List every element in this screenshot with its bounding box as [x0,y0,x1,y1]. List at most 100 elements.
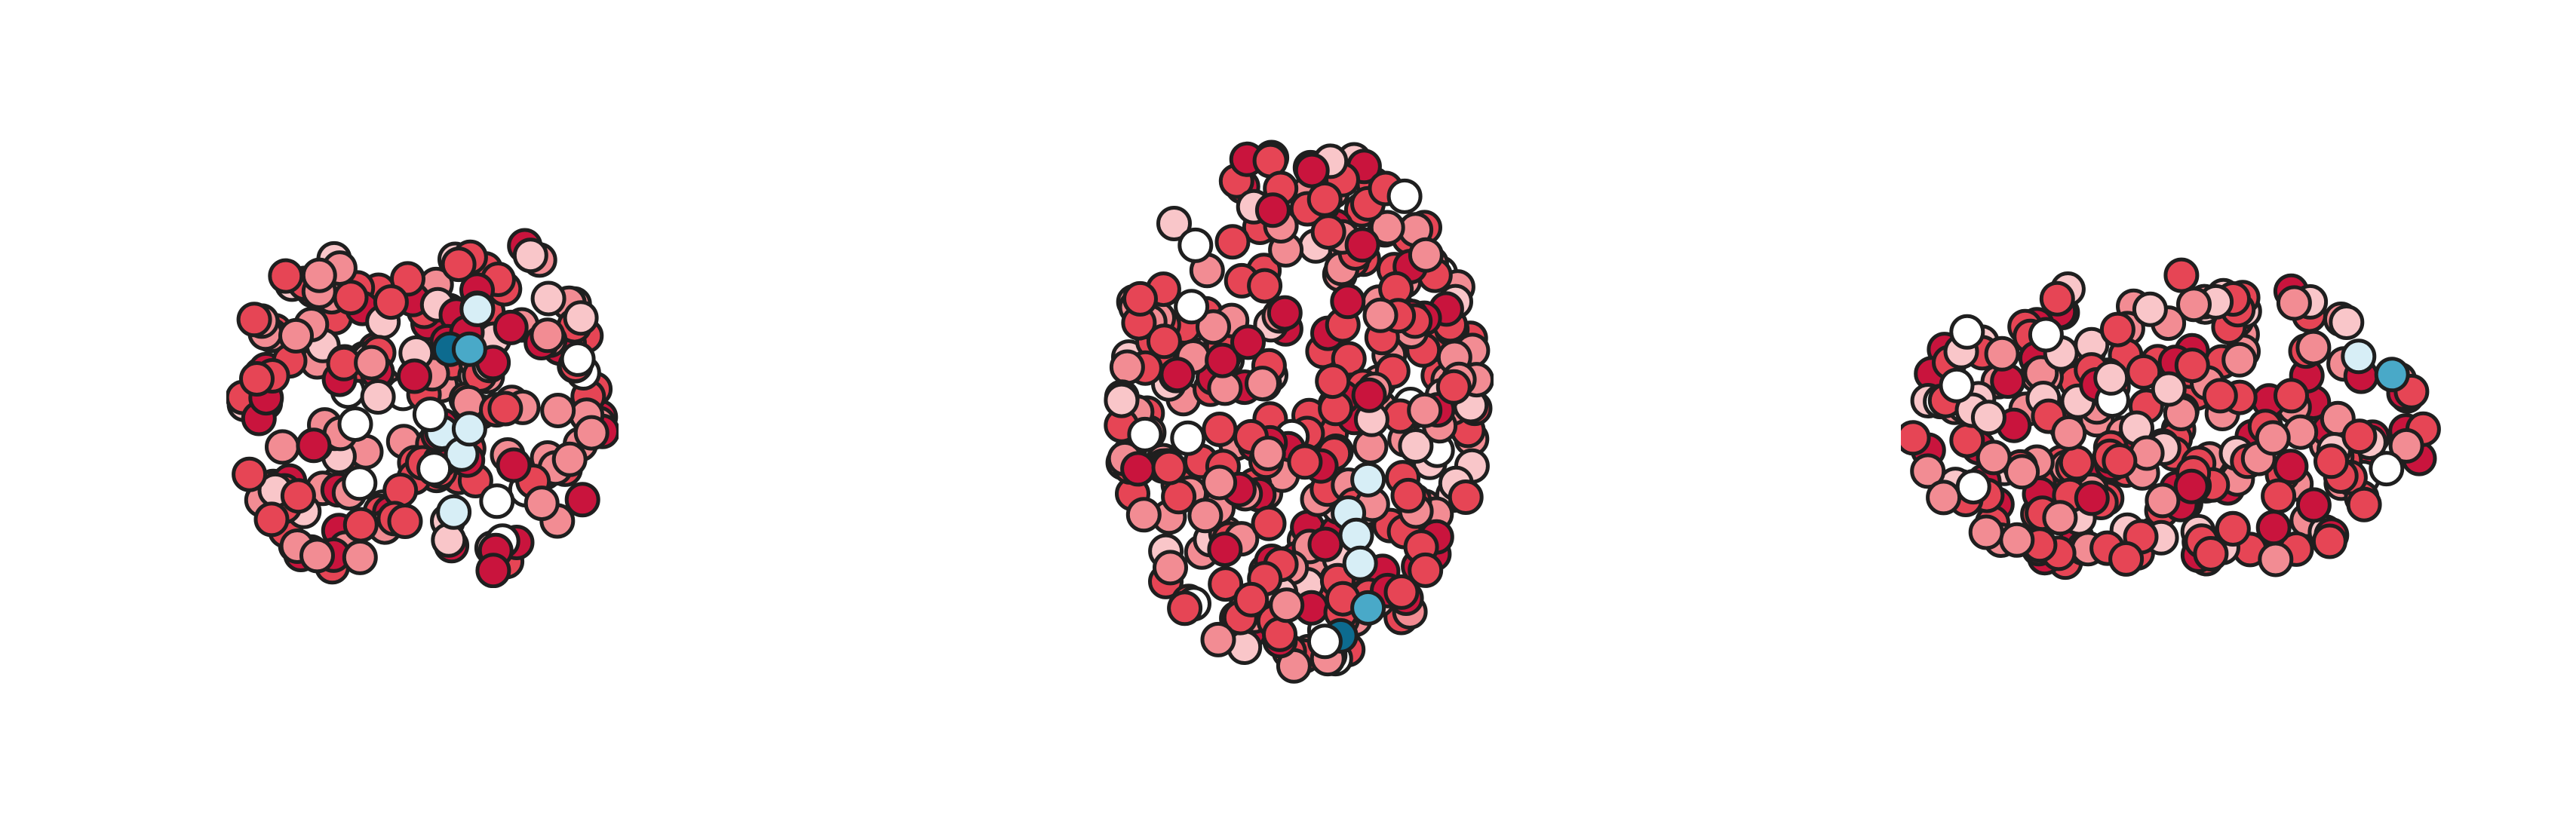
axial-view-node [1208,566,1244,602]
coronal-view-plot [226,228,619,588]
axial-view-node [1310,214,1346,250]
sagittal-view-node [2341,339,2377,375]
sagittal-view-node [2093,360,2129,396]
coronal-view-node [479,483,515,519]
sagittal-view-node [2042,500,2078,536]
coronal-view-node [382,473,419,508]
sagittal-view-node [2255,420,2291,456]
axial-view-node [1254,192,1291,228]
sagittal-view-node [2374,357,2410,393]
sagittal-view-node [2313,443,2349,479]
sagittal-view-node [2151,371,2187,407]
axial-view-node [1408,237,1444,273]
coronal-view-node [551,441,588,477]
axial-view-node [1250,436,1286,471]
sagittal-view-node [1901,420,1931,456]
sagittal-view-node [1910,453,1946,489]
sagittal-view-node [2108,541,2145,577]
axial-view-node [1350,590,1386,626]
axial-view-node [1177,227,1214,263]
coronal-view-node [416,451,453,487]
axial-view-node [1109,349,1145,385]
sagittal-view-node [2193,536,2229,571]
axial-view-node [1127,416,1163,452]
sagittal-view-panel [1901,226,2459,588]
sagittal-view-node [2369,451,2405,487]
coronal-view-node [530,280,566,317]
sagittal-view-node [1999,522,2035,558]
sagittal-view-node [2004,454,2040,490]
axial-view-node [1200,621,1236,657]
sagittal-view-node [2388,427,2424,464]
sagittal-view-node [1984,335,2020,372]
coronal-view-node [530,317,566,354]
sagittal-view-node [2255,510,2292,546]
axial-view-node [1187,498,1224,534]
coronal-view-node [560,341,596,377]
axial-view-node [1369,210,1405,246]
axial-view-node [1448,479,1484,515]
axial-view-node [1287,444,1323,480]
axial-view-node [1151,449,1187,486]
axial-view-node [1262,616,1297,652]
coronal-view-node [487,391,523,427]
coronal-view-node [441,247,477,283]
axial-view-node [1408,552,1444,588]
sagittal-view-node [2346,486,2382,522]
sagittal-view-node [2039,280,2075,317]
axial-view-node [1120,451,1156,487]
coronal-view-node [475,553,511,588]
coronal-view-node [265,429,300,465]
axial-view-node [1398,428,1434,464]
coronal-view-node [280,478,316,514]
coronal-view-node [268,258,304,294]
sagittal-view-node [2215,511,2251,547]
coronal-view-node [436,494,472,530]
coronal-view-node [333,280,369,316]
axial-view-node [1153,550,1188,586]
coronal-view-node [342,507,379,543]
axial-view-node [1342,545,1378,581]
axial-view-node [1125,497,1162,533]
sagittal-view-node [2099,311,2135,348]
coronal-view-node [360,379,396,415]
coronal-view-node [397,358,432,394]
coronal-view-node [573,415,609,451]
axial-view-node [1350,461,1386,498]
coronal-view-node [373,284,409,320]
sagittal-view-node [1939,367,1975,403]
axial-view-node [1251,505,1287,541]
axial-view-node [1202,464,1238,501]
coronal-view-node [523,486,560,522]
axial-view-node [1344,227,1380,263]
coronal-view-node [563,300,599,336]
axial-view-node [1202,412,1238,447]
sagittal-view-node [2295,487,2332,523]
axial-view-node [1269,587,1305,623]
axial-view-panel [1101,128,1494,686]
coronal-view-node [496,447,532,483]
sagittal-view-node [2163,257,2200,293]
sagittal-view-node [1955,469,1991,505]
sagittal-view-node [2276,285,2312,321]
sagittal-view-plot [1901,257,2441,581]
axial-view-node [1386,178,1423,214]
axial-view-node [1306,181,1343,217]
sagittal-view-node [2311,523,2347,559]
coronal-view-node [239,361,275,397]
sagittal-view-node [2329,305,2365,340]
sagittal-view-node [2341,418,2378,455]
axial-view-node [1435,369,1472,405]
axial-view-node [1330,283,1366,320]
sagittal-view-node [1949,314,1985,350]
axial-view-node [1362,297,1399,333]
sagittal-view-node [2174,348,2210,384]
sagittal-view-node [2176,286,2212,323]
axial-view-node [1315,363,1351,400]
axial-view-node [1230,324,1266,360]
axial-view-node [1390,477,1426,513]
coronal-view-node [253,501,290,538]
axial-view-node [1104,382,1140,418]
coronal-view-node [459,291,496,327]
